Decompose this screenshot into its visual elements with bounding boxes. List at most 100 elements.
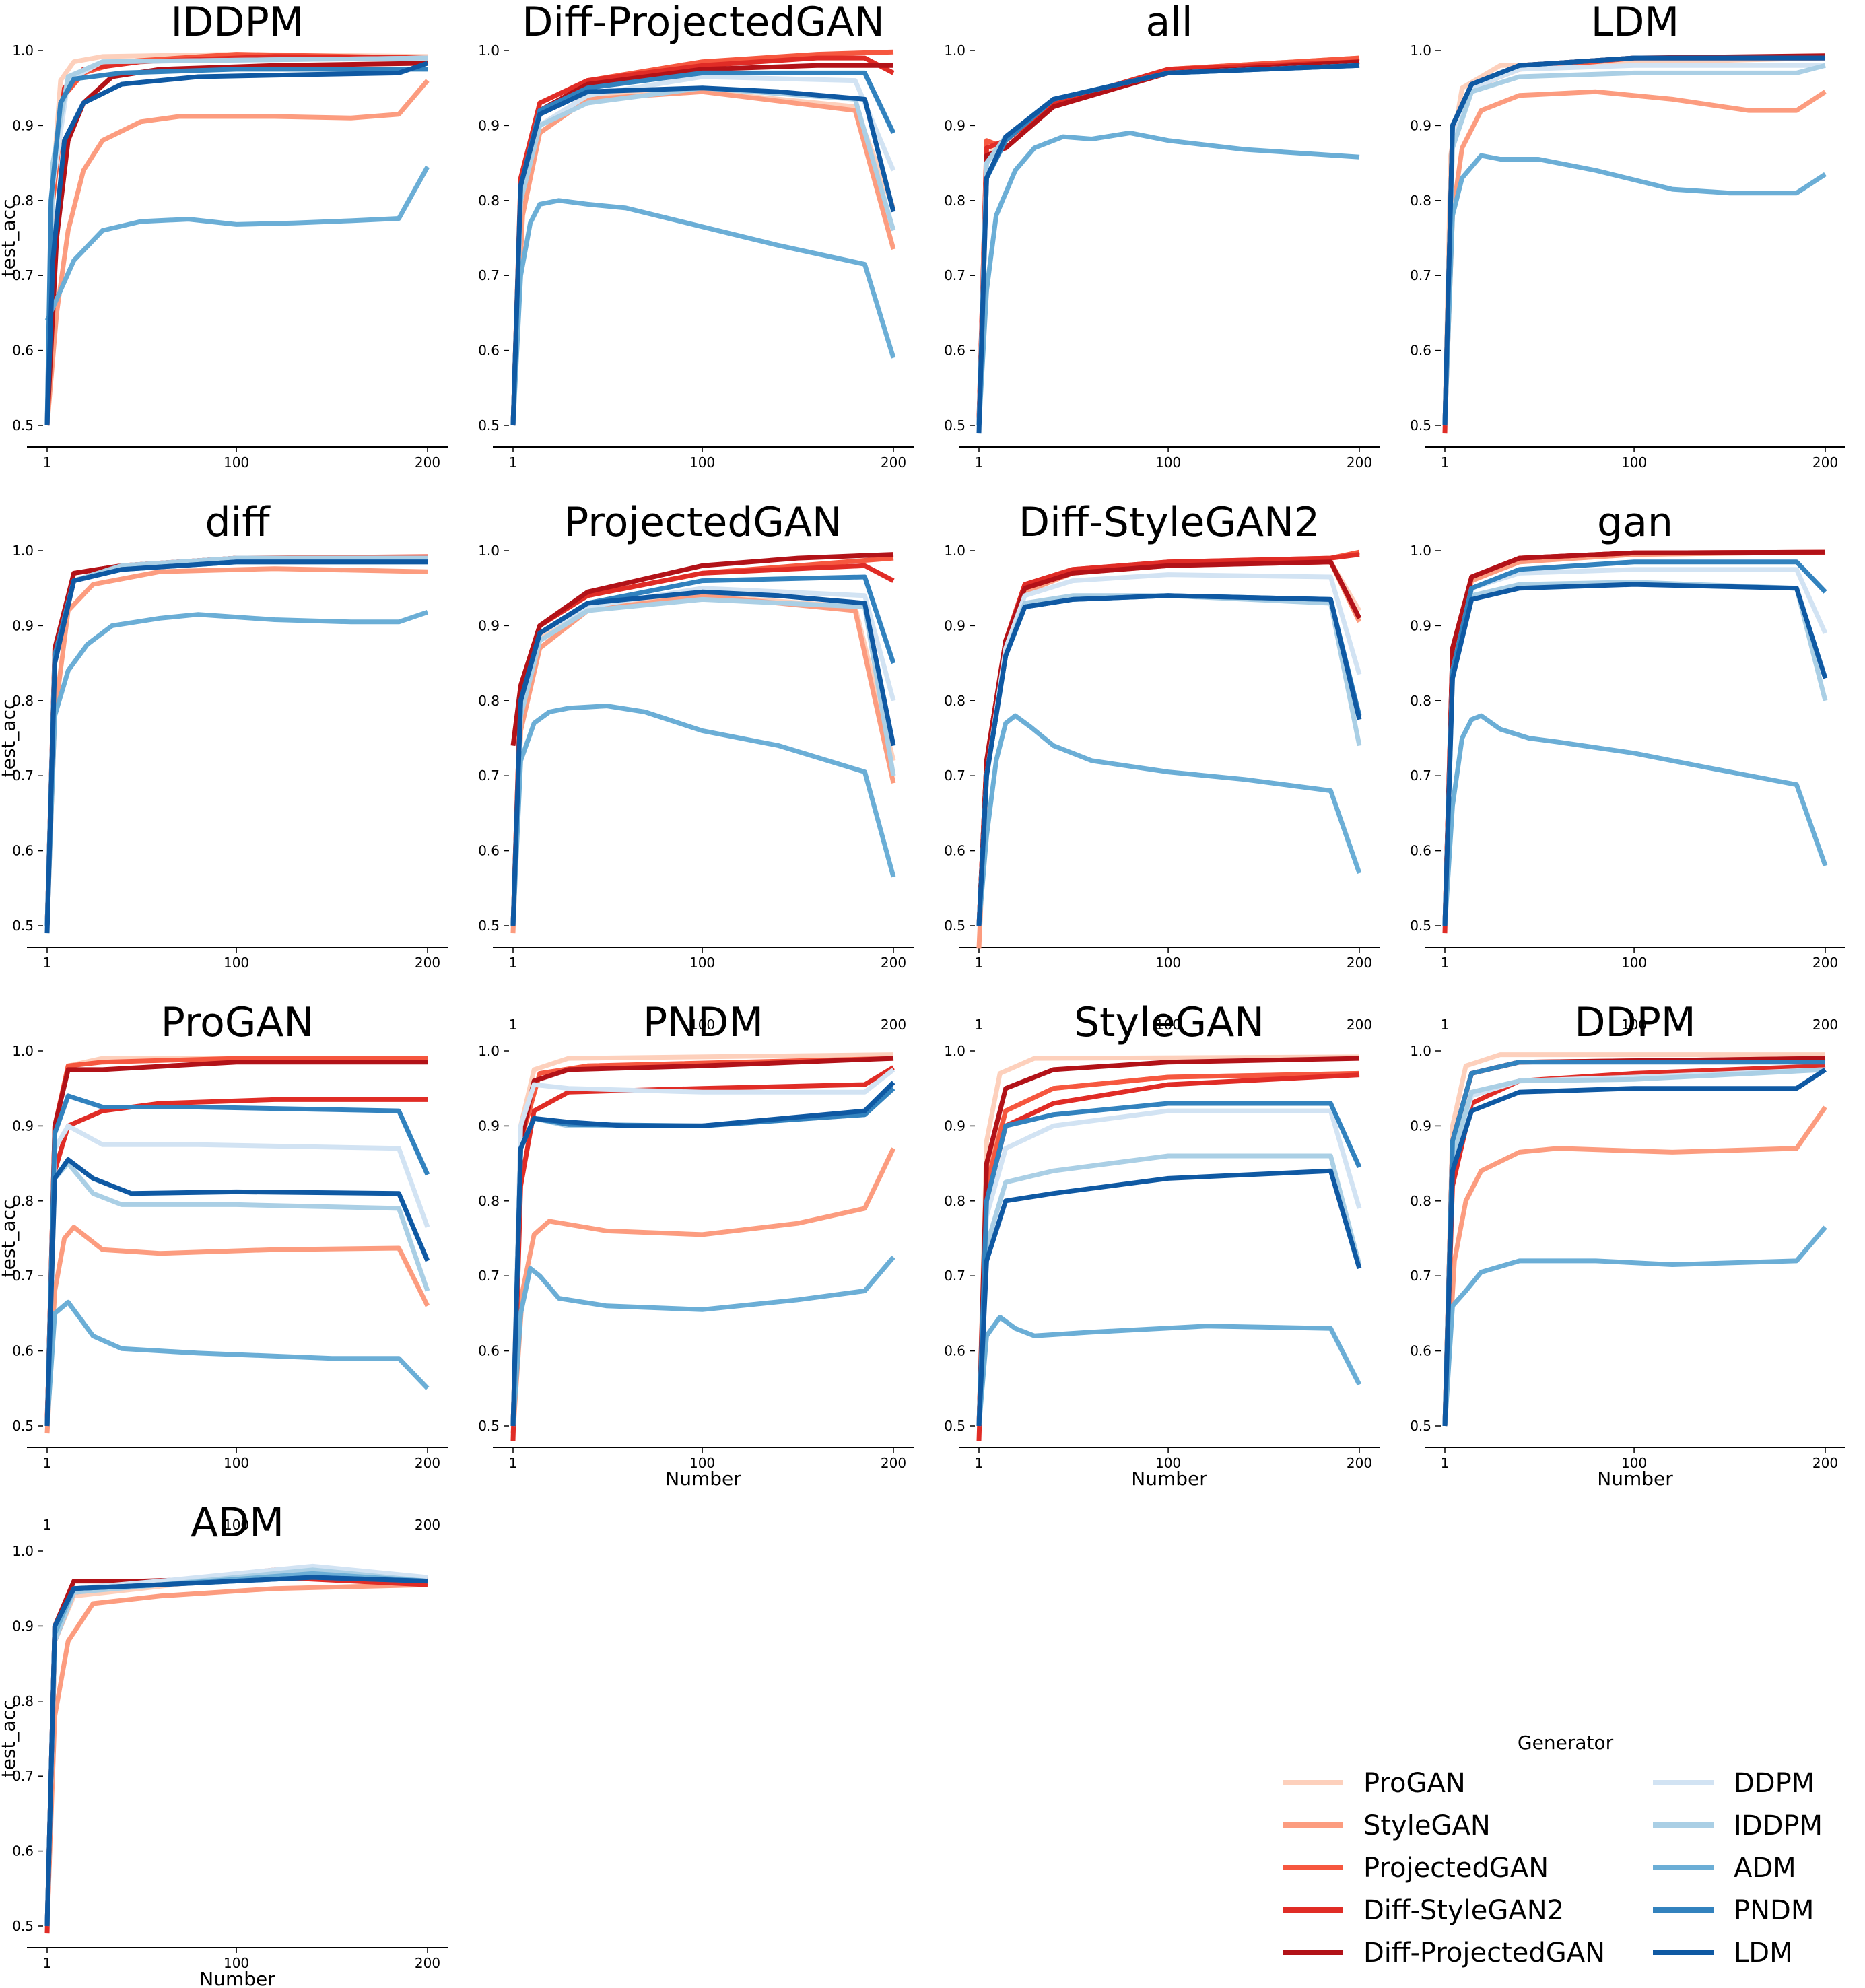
y-tick-label: 0.7 [944,767,965,784]
series-line-ldm [510,589,896,926]
x-tick-label: 100 [1621,1455,1647,1471]
subplot-title: diff [205,499,271,546]
legend-item-diff-projectedgan: Diff-ProjectedGAN [1283,1938,1605,1968]
legend-label: Diff-ProjectedGAN [1363,1938,1605,1968]
y-tick-label: 0.8 [12,1693,34,1709]
x-axis-label: Number [1597,1468,1673,1490]
legend-label: ProjectedGAN [1363,1853,1549,1884]
series-line-stylegan [1442,549,1826,926]
series-line-projectedgan [1442,1056,1826,1427]
y-tick-label: 0.7 [478,267,500,283]
x-tick-label: 100 [224,1455,249,1471]
series-line-progan [1442,549,1826,926]
y-tick-label: 0.6 [944,843,965,859]
subplot-title: StyleGAN [1074,999,1264,1046]
x-tick-label: 100 [1621,955,1647,971]
series-line-progan [44,52,428,426]
series-line-ldm [976,593,1362,926]
y-tick-label: 0.7 [478,1268,500,1284]
x-tick-label: 200 [1347,1455,1372,1471]
series-line-progan [1442,1052,1825,1427]
series-line-progan [510,1052,894,1427]
y-tick-label: 1.0 [12,1043,34,1059]
series-line-pndm [44,1575,428,1927]
y-tick-label: 0.8 [12,193,34,209]
y-tick-label: 1.0 [1410,543,1431,559]
x-tick-label: 100 [224,454,249,471]
y-tick-label: 0.8 [478,1193,500,1209]
series-line-ldm [1442,582,1828,926]
y-tick-label: 1.0 [12,42,34,59]
series-line-diff-projectedgan [1442,1056,1826,1427]
subplot-adm: ADM 0.5 0.6 0.7 0.8 0.9 1.0 1 1 100 100 200 200 test_… [0,1499,448,1988]
subplot-projectedgan: ProjectedGAN 0.5 0.6 0.7 0.8 0.9 1.0 1 100 200 [478,499,914,971]
series-line-ddpm [44,1123,430,1427]
y-tick-label: 0.9 [1410,117,1431,133]
y-tick-label: 0.9 [944,117,965,133]
series-line-stylegan [510,89,896,426]
x-tick-label-top: 1 [509,1017,518,1033]
legend-item-projectedgan: ProjectedGAN [1283,1853,1549,1884]
series-line-ddpm [1442,63,1825,426]
x-tick-label: 100 [1155,955,1181,971]
subplot-iddpm: IDDPM 0.5 0.6 0.7 0.8 0.9 1.0 1 100 200 test_acc [0,0,448,471]
subplot-diff-projectedgan: Diff-ProjectedGAN 0.5 0.6 0.7 0.8 0.9 1.0 1 100 2… [478,0,914,471]
y-tick-label: 0.6 [1410,343,1431,359]
series-line-stylegan [510,1147,896,1434]
x-tick-label: 1 [975,955,984,971]
series-line-ddpm [1442,1067,1826,1427]
series-line-iddpm [44,1161,430,1427]
y-tick-label: 0.7 [944,267,965,283]
series-line-ldm [44,559,428,934]
series-line-adm [44,166,430,322]
series-line-stylegan [976,559,1362,949]
subplot-title: all [1145,0,1192,46]
y-tick-label: 1.0 [944,1043,965,1059]
legend-item-adm: ADM [1653,1853,1796,1884]
x-tick-label: 200 [1812,1455,1838,1471]
series-line-ddpm [44,55,428,426]
x-tick-label: 1 [1441,1455,1450,1471]
y-tick-label: 0.5 [478,417,500,434]
subplot-title: DDPM [1574,999,1695,1046]
legend-item-iddpm: IDDPM [1653,1810,1823,1841]
subplot-title: gan [1597,499,1673,546]
series-line-ldm [1442,55,1825,426]
x-tick-label-top: 1 [1441,1017,1450,1033]
y-tick-label: 0.9 [478,117,500,133]
series-line-progan [510,593,896,926]
series-line-pndm [44,1093,430,1427]
series-line-diff-projectedgan [44,1060,428,1427]
series-line-adm [510,1256,895,1427]
y-tick-label: 0.9 [12,1118,34,1134]
y-tick-label: 0.6 [1410,1343,1431,1359]
series-line-adm [976,131,1360,426]
x-tick-label: 100 [1155,1455,1181,1471]
series-line-progan [44,555,428,926]
series-line-diff-projectedgan [44,1575,428,1927]
y-tick-label: 0.6 [12,843,34,859]
series-line-ldm [44,1575,428,1927]
y-tick-label: 0.5 [1410,918,1431,934]
series-line-adm [1442,153,1827,426]
y-tick-label: 0.8 [478,693,500,709]
series-line-iddpm [1442,63,1826,426]
x-tick-label: 1 [975,1455,984,1471]
series-line-diff-stylegan2 [44,555,428,926]
y-tick-label: 1.0 [478,1043,500,1059]
x-tick-label: 1 [43,1455,52,1471]
series-line-iddpm [976,593,1362,926]
series-line-projectedgan [44,554,428,926]
y-axis-label: test_acc [0,1700,20,1778]
x-tick-label: 200 [1812,955,1838,971]
subplot-diff: diff 0.5 0.6 0.7 0.8 0.9 1.0 1 100 200 test_acc [0,499,448,971]
legend-item-ddpm: DDPM [1653,1768,1815,1799]
y-tick-label: 0.8 [944,693,965,709]
x-tick-label: 100 [1621,454,1647,471]
x-tick-label-top: 100 [1155,1017,1181,1033]
y-tick-label: 0.6 [478,343,500,359]
series-line-projectedgan [976,549,1360,926]
series-line-ddpm [44,1563,428,1927]
subplot-stylegan: StyleGAN 0.5 0.6 0.7 0.8 0.9 1.0 1 1 100 100 200 200… [944,999,1380,1490]
y-tick-label: 0.5 [1410,1418,1431,1434]
